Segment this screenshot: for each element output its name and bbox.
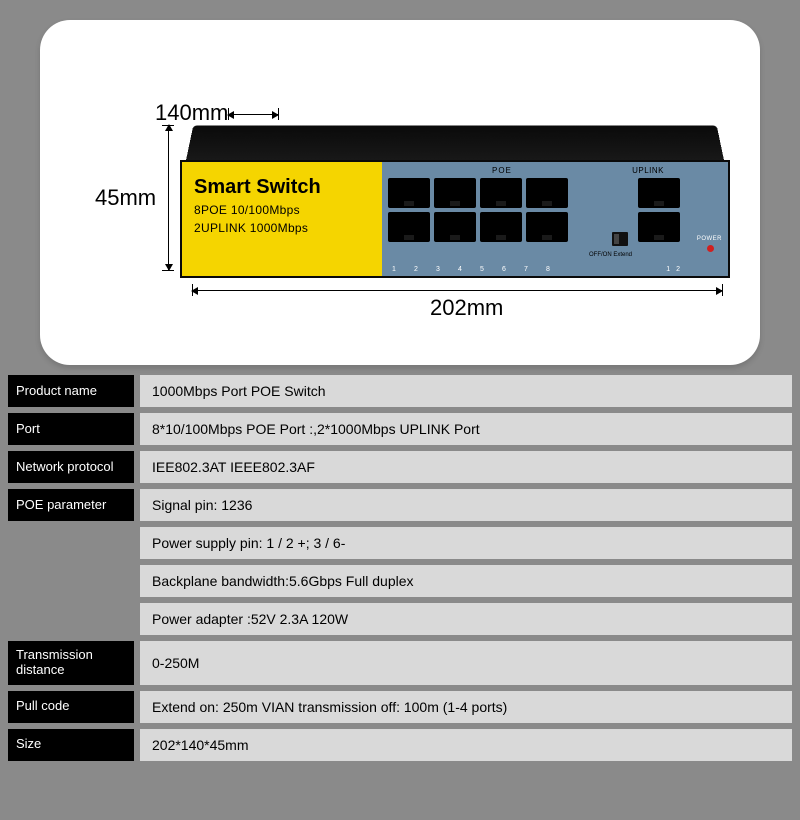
spec-label: Pull code xyxy=(8,691,134,723)
device-subtitle-2: 2UPLINK 1000Mbps xyxy=(194,221,372,235)
poe-section-label: POE xyxy=(492,166,512,175)
spec-row: Pull codeExtend on: 250m VIAN transmissi… xyxy=(8,691,792,723)
spec-row: Power adapter :52V 2.3A 120W xyxy=(8,603,792,635)
poe-port-grid xyxy=(388,178,568,242)
height-dimension-label: 45mm xyxy=(95,185,156,211)
power-led-icon xyxy=(707,245,714,252)
spec-row: Size202*140*45mm xyxy=(8,729,792,761)
device-label-panel: Smart Switch 8POE 10/100Mbps 2UPLINK 100… xyxy=(182,162,382,276)
uplink-number-row: 1 2 xyxy=(666,266,680,273)
spec-value: 8*10/100Mbps POE Port :,2*1000Mbps UPLIN… xyxy=(140,413,792,445)
spec-label: POE parameter xyxy=(8,489,134,521)
spec-label: Transmission distance xyxy=(8,641,134,685)
spec-value: Signal pin: 1236 xyxy=(140,489,792,521)
ethernet-port xyxy=(480,212,522,242)
spec-value: 202*140*45mm xyxy=(140,729,792,761)
spec-row: Transmission distance0-250M xyxy=(8,641,792,685)
spec-table: Product name1000Mbps Port POE SwitchPort… xyxy=(8,375,792,761)
depth-arrow xyxy=(228,114,278,115)
port-number-row: 1 2 3 4 5 6 7 8 xyxy=(388,266,554,273)
ethernet-port xyxy=(638,178,680,208)
ethernet-port xyxy=(388,212,430,242)
spec-label: Port xyxy=(8,413,134,445)
ethernet-port xyxy=(434,212,476,242)
spec-label xyxy=(8,527,134,559)
spec-row: Network protocolIEE802.3AT IEEE802.3AF xyxy=(8,451,792,483)
spec-row: Power supply pin: 1 / 2 +; 3 / 6- xyxy=(8,527,792,559)
device-subtitle-1: 8POE 10/100Mbps xyxy=(194,203,372,217)
ethernet-port xyxy=(638,212,680,242)
spec-label: Product name xyxy=(8,375,134,407)
ethernet-port xyxy=(526,212,568,242)
ethernet-port xyxy=(388,178,430,208)
spec-value: Backplane bandwidth:5.6Gbps Full duplex xyxy=(140,565,792,597)
dip-switch-label: OFF/ON Extend xyxy=(589,252,632,258)
height-arrow xyxy=(168,125,169,270)
spec-value: 0-250M xyxy=(140,641,792,685)
spec-label: Network protocol xyxy=(8,451,134,483)
width-arrow xyxy=(192,290,722,291)
spec-row: POE parameterSignal pin: 1236 xyxy=(8,489,792,521)
spec-row: Product name1000Mbps Port POE Switch xyxy=(8,375,792,407)
width-dimension-label: 202mm xyxy=(430,295,503,321)
spec-label xyxy=(8,603,134,635)
spec-value: Power adapter :52V 2.3A 120W xyxy=(140,603,792,635)
spec-value: Power supply pin: 1 / 2 +; 3 / 6- xyxy=(140,527,792,559)
spec-value: IEE802.3AT IEEE802.3AF xyxy=(140,451,792,483)
device-title: Smart Switch xyxy=(194,176,372,199)
spec-value: 1000Mbps Port POE Switch xyxy=(140,375,792,407)
dip-switch xyxy=(612,232,628,246)
spec-label: Size xyxy=(8,729,134,761)
diagram-panel: 140mm 45mm Smart Switch 8POE 10/100Mbps … xyxy=(40,20,760,365)
depth-dimension-label: 140mm xyxy=(155,100,228,126)
device-front-face: Smart Switch 8POE 10/100Mbps 2UPLINK 100… xyxy=(180,160,730,278)
spec-label xyxy=(8,565,134,597)
uplink-section-label: UPLINK xyxy=(632,166,664,175)
spec-row: Backplane bandwidth:5.6Gbps Full duplex xyxy=(8,565,792,597)
ethernet-port xyxy=(526,178,568,208)
device-ports-area: POE UPLINK OFF/ON Extend POWER 1 xyxy=(382,162,728,276)
uplink-port-grid xyxy=(638,178,680,242)
spec-value: Extend on: 250m VIAN transmission off: 1… xyxy=(140,691,792,723)
spec-row: Port8*10/100Mbps POE Port :,2*1000Mbps U… xyxy=(8,413,792,445)
power-label: POWER xyxy=(697,236,722,242)
ethernet-port xyxy=(434,178,476,208)
ethernet-port xyxy=(480,178,522,208)
